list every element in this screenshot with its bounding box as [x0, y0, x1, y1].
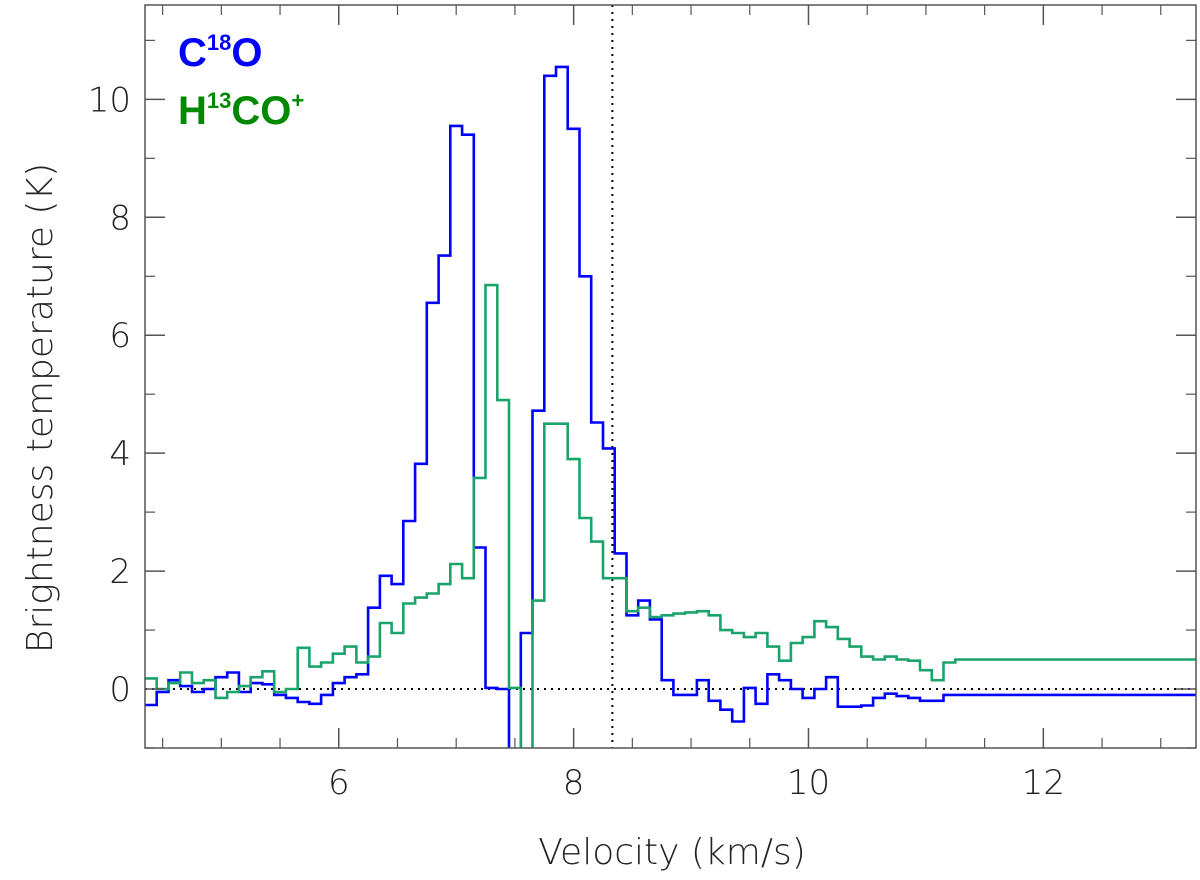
y-tick-label: 4 [109, 434, 131, 474]
y-tick-label: 2 [109, 552, 131, 592]
x-tick-label: 6 [328, 763, 350, 803]
reference-lines [145, 5, 1196, 748]
x-tick-label: 12 [1022, 763, 1065, 803]
y-tick-label: 0 [109, 670, 131, 710]
legend: C18O H13CO+ [178, 30, 304, 133]
series-line-c18o [145, 65, 1196, 748]
legend-entry-h13co: H13CO+ [178, 88, 304, 133]
y-tick-label: 8 [109, 198, 131, 238]
series-line-h13co [145, 283, 1196, 748]
x-tick-label: 10 [787, 763, 830, 803]
y-axis-label: Brightness temperature (K) [20, 163, 61, 653]
y-tick-label: 10 [88, 80, 131, 120]
ticks-layer: 6 8 10 12 0 2 4 6 8 10 [88, 5, 1196, 803]
plot-frame [144, 4, 1197, 749]
y-tick-label: 6 [109, 316, 131, 356]
series-layer [145, 65, 1196, 748]
x-tick-label: 8 [563, 763, 585, 803]
legend-entry-c18o: C18O [178, 30, 263, 75]
x-axis-label: Velocity (km/s) [538, 832, 806, 873]
